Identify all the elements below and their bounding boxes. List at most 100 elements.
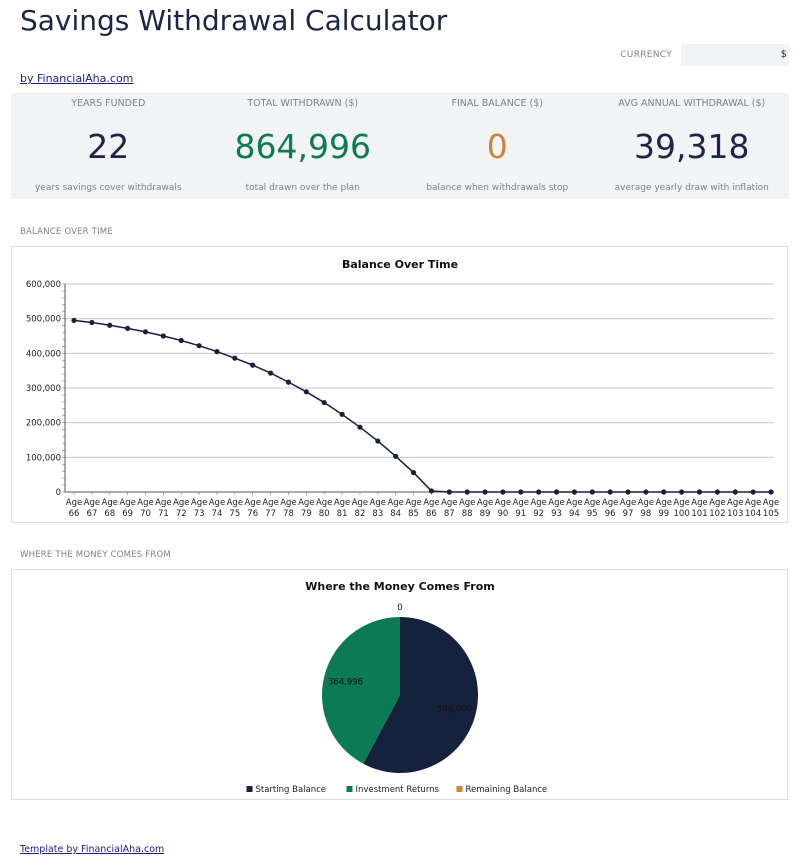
kpi-years-funded: YEARS FUNDED 22 years savings cover with… bbox=[11, 93, 206, 199]
balance-chart-panel: Balance Over Time 0 100,000 200,000 300,000 4… bbox=[11, 246, 788, 523]
kpi-panel: YEARS FUNDED 22 years savings cover with… bbox=[11, 93, 789, 199]
data-point bbox=[464, 489, 470, 495]
data-point bbox=[446, 489, 452, 495]
x-tick-label: Age 101 bbox=[691, 498, 707, 519]
chart-title: Balance Over Time bbox=[342, 258, 458, 271]
x-tick-label: Age 84 bbox=[387, 498, 403, 519]
y-tick-label: 500,000 bbox=[26, 315, 61, 325]
data-point bbox=[518, 489, 524, 495]
data-point bbox=[357, 424, 363, 430]
data-point bbox=[500, 489, 506, 495]
x-tick-label: Age 73 bbox=[191, 498, 207, 519]
slice-value-label: 0 bbox=[397, 603, 402, 613]
data-point bbox=[553, 489, 560, 495]
y-tick-label: 200,000 bbox=[26, 419, 61, 429]
y-tick-label: 0 bbox=[56, 488, 61, 498]
footer-link[interactable]: Template by FinancialAha.com bbox=[20, 844, 165, 855]
legend-swatch bbox=[456, 786, 463, 792]
data-point bbox=[410, 469, 417, 476]
x-tick-label: Age 91 bbox=[513, 498, 529, 519]
data-point bbox=[750, 489, 756, 495]
kpi-total-withdrawn: TOTAL WITHDRAWN ($) 864,996 total drawn … bbox=[206, 93, 401, 199]
kpi-label: FINAL BALANCE ($) bbox=[451, 98, 543, 109]
kpi-value: 39,318 bbox=[634, 127, 750, 166]
kpi-value: 22 bbox=[87, 127, 130, 166]
x-tick-label: Age 83 bbox=[370, 498, 386, 519]
x-tick-label: Age 74 bbox=[209, 498, 225, 519]
kpi-label: YEARS FUNDED bbox=[71, 98, 146, 109]
x-tick-label: Age 94 bbox=[566, 498, 582, 519]
data-point bbox=[214, 349, 220, 355]
kpi-value: 864,996 bbox=[234, 127, 371, 166]
x-tick-label: Age 103 bbox=[727, 498, 743, 519]
x-tick-label: Age 70 bbox=[137, 498, 153, 519]
data-point bbox=[142, 329, 149, 335]
x-tick-label: Age 69 bbox=[119, 498, 135, 519]
byline-link[interactable]: by FinancialAha.com bbox=[20, 72, 134, 85]
data-point bbox=[482, 489, 488, 495]
x-tick-label: Age 92 bbox=[530, 498, 546, 519]
section-label-sources: WHERE THE MONEY COMES FROM bbox=[20, 550, 171, 560]
data-point bbox=[571, 489, 578, 495]
x-tick-label: Age 78 bbox=[280, 498, 296, 519]
kpi-subtitle: balance when withdrawals stop bbox=[426, 183, 569, 193]
x-tick-label: Age 66 bbox=[66, 498, 82, 519]
kpi-avg-annual-withdrawal: AVG ANNUAL WITHDRAWAL ($) 39,318 average… bbox=[595, 93, 790, 199]
data-point bbox=[89, 319, 95, 326]
x-tick-label: Age 85 bbox=[405, 498, 421, 519]
data-point bbox=[321, 399, 327, 406]
kpi-final-balance: FINAL BALANCE ($) 0 balance when withdra… bbox=[400, 93, 595, 199]
currency-input[interactable]: $ bbox=[681, 44, 789, 66]
page-title: Savings Withdrawal Calculator bbox=[20, 4, 448, 37]
x-tick-label: Age 95 bbox=[584, 498, 600, 519]
data-point bbox=[125, 325, 131, 331]
x-tick-label: Age 102 bbox=[709, 498, 725, 519]
x-tick-label: Age 105 bbox=[763, 498, 779, 519]
x-tick-label: Age 98 bbox=[638, 498, 654, 519]
x-tick-label: Age 97 bbox=[620, 498, 636, 519]
kpi-value: 0 bbox=[486, 127, 508, 166]
x-tick-label: Age 72 bbox=[173, 498, 189, 519]
x-tick-label: Age 79 bbox=[298, 498, 314, 519]
x-tick-label: Age 99 bbox=[656, 498, 672, 519]
section-label-balance: BALANCE OVER TIME bbox=[20, 227, 113, 237]
data-point bbox=[339, 411, 345, 417]
data-point bbox=[178, 337, 184, 344]
data-point bbox=[250, 362, 256, 368]
y-tick-label: 300,000 bbox=[26, 384, 61, 394]
kpi-label: TOTAL WITHDRAWN ($) bbox=[247, 98, 359, 109]
data-point bbox=[393, 453, 399, 459]
sources-pie-chart: Where the Money Comes From 500,000 364,996… bbox=[246, 580, 548, 795]
x-tick-label: Age 75 bbox=[227, 498, 243, 519]
x-tick-label: Age 90 bbox=[495, 498, 511, 519]
legend-label: Investment Returns bbox=[356, 785, 440, 795]
data-point bbox=[536, 489, 542, 495]
x-tick-label: Age 81 bbox=[334, 498, 350, 519]
sources-chart-panel: Where the Money Comes From 500,000 364,996… bbox=[11, 569, 788, 800]
series-line bbox=[73, 319, 771, 493]
data-point bbox=[732, 489, 738, 495]
y-tick-label: 400,000 bbox=[26, 349, 61, 359]
data-point bbox=[625, 489, 631, 495]
balance-line-chart: Balance Over Time 0 100,000 200,000 300,000 4… bbox=[26, 258, 779, 519]
data-point bbox=[643, 489, 649, 495]
chart-title: Where the Money Comes From bbox=[305, 580, 495, 593]
slice-value-label: 364,996 bbox=[328, 677, 363, 687]
x-tick-label: Age 86 bbox=[423, 498, 439, 519]
x-tick-label: Age 82 bbox=[352, 498, 368, 519]
kpi-subtitle: years savings cover withdrawals bbox=[34, 183, 182, 193]
data-point bbox=[71, 317, 77, 323]
x-tick-label: Age 100 bbox=[673, 498, 689, 519]
kpi-subtitle: total drawn over the plan bbox=[245, 183, 360, 193]
data-point bbox=[375, 438, 381, 444]
data-point bbox=[232, 355, 238, 361]
data-point bbox=[160, 333, 166, 339]
legend-label: Remaining Balance bbox=[466, 785, 548, 795]
kpi-subtitle: average yearly draw with inflation bbox=[614, 183, 769, 193]
x-tick-label: Age 87 bbox=[441, 498, 457, 519]
data-point bbox=[696, 489, 703, 495]
data-point bbox=[428, 488, 435, 494]
pie-slice bbox=[363, 617, 478, 773]
data-point bbox=[714, 489, 720, 495]
x-tick-label: Age 88 bbox=[459, 498, 475, 519]
